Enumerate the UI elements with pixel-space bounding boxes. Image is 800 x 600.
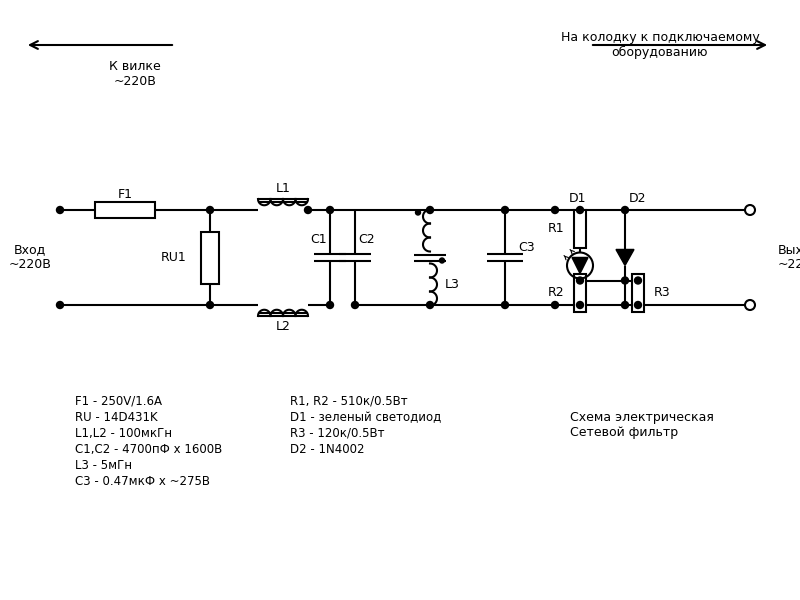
Text: R1: R1: [547, 222, 564, 235]
Circle shape: [551, 206, 558, 214]
Circle shape: [551, 301, 558, 308]
Circle shape: [57, 301, 63, 308]
Text: Схема электрическая
Сетевой фильтр: Схема электрическая Сетевой фильтр: [570, 411, 714, 439]
Text: R1, R2 - 510к/0.5Вт: R1, R2 - 510к/0.5Вт: [290, 395, 408, 408]
Circle shape: [577, 206, 583, 214]
Circle shape: [57, 206, 63, 214]
Text: L1: L1: [275, 181, 290, 194]
Circle shape: [622, 277, 629, 284]
Text: D1 - зеленый светодиод: D1 - зеленый светодиод: [290, 411, 442, 424]
Text: L1,L2 - 100мкГн: L1,L2 - 100мкГн: [75, 427, 172, 440]
Circle shape: [351, 301, 358, 308]
Circle shape: [502, 301, 509, 308]
Circle shape: [622, 301, 629, 308]
Text: F1: F1: [118, 187, 133, 200]
Circle shape: [745, 300, 755, 310]
Text: R3 - 120к/0.5Вт: R3 - 120к/0.5Вт: [290, 427, 385, 440]
Text: Выход
~220В: Выход ~220В: [778, 244, 800, 271]
Bar: [201, 232, 219, 283]
Polygon shape: [572, 257, 588, 274]
Circle shape: [206, 301, 214, 308]
Text: C1: C1: [310, 233, 327, 246]
Circle shape: [502, 206, 509, 214]
Text: К вилке
~220В: К вилке ~220В: [109, 60, 161, 88]
Bar: [95, 202, 155, 218]
Text: L2: L2: [275, 320, 290, 334]
Text: C3: C3: [518, 241, 535, 254]
Bar: [632, 274, 644, 312]
Text: D2: D2: [628, 191, 646, 205]
Circle shape: [745, 205, 755, 215]
Text: С3 - 0.47мкФ х ~275В: С3 - 0.47мкФ х ~275В: [75, 475, 210, 488]
Text: C2: C2: [358, 233, 374, 246]
Circle shape: [622, 206, 629, 214]
Circle shape: [439, 258, 445, 263]
Circle shape: [577, 277, 583, 284]
Circle shape: [326, 206, 334, 214]
Text: F1 - 250V/1.6A: F1 - 250V/1.6A: [75, 395, 162, 408]
Circle shape: [634, 301, 642, 308]
Bar: [574, 210, 586, 248]
Text: L3: L3: [445, 278, 459, 291]
Bar: [574, 274, 586, 312]
Text: На колодку к подключаемому
оборудованию: На колодку к подключаемому оборудованию: [561, 31, 759, 59]
Circle shape: [426, 301, 434, 308]
Circle shape: [415, 210, 421, 215]
Circle shape: [305, 206, 311, 214]
Text: D2 - 1N4002: D2 - 1N4002: [290, 443, 365, 456]
Text: L3 - 5мГн: L3 - 5мГн: [75, 459, 132, 472]
Text: RU1: RU1: [160, 251, 186, 264]
Text: С1,С2 - 4700пФ х 1600В: С1,С2 - 4700пФ х 1600В: [75, 443, 222, 456]
Text: RU - 14D431K: RU - 14D431K: [75, 411, 158, 424]
Circle shape: [206, 206, 214, 214]
Text: D1: D1: [568, 191, 586, 205]
Text: R3: R3: [654, 286, 670, 299]
Text: Вход
~220В: Вход ~220В: [9, 244, 51, 271]
Circle shape: [634, 277, 642, 284]
Circle shape: [577, 301, 583, 308]
Text: R2: R2: [547, 286, 564, 299]
Circle shape: [426, 206, 434, 214]
Circle shape: [326, 301, 334, 308]
Polygon shape: [616, 250, 634, 265]
